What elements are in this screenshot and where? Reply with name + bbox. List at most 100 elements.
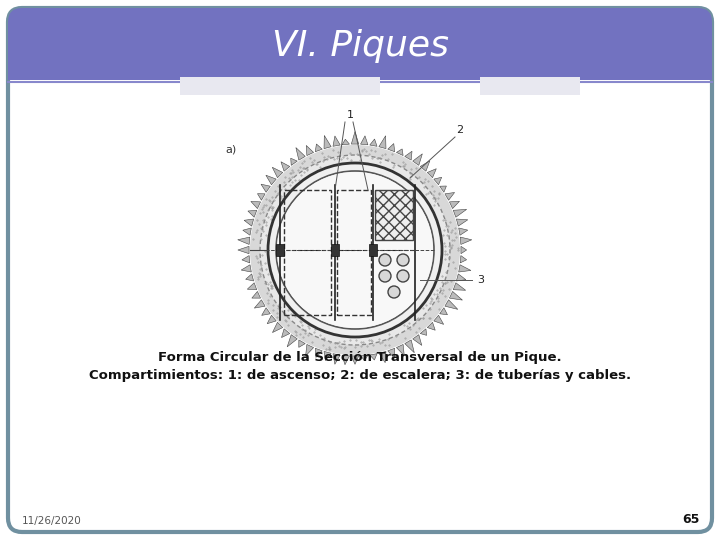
Polygon shape	[315, 144, 323, 152]
Polygon shape	[445, 300, 458, 309]
Polygon shape	[342, 355, 349, 364]
Polygon shape	[248, 210, 257, 217]
Polygon shape	[413, 154, 423, 165]
Polygon shape	[261, 184, 270, 192]
Polygon shape	[461, 246, 467, 254]
Polygon shape	[361, 355, 368, 361]
Polygon shape	[420, 329, 427, 335]
Polygon shape	[405, 151, 412, 160]
Circle shape	[388, 286, 400, 298]
Text: a): a)	[225, 145, 236, 155]
Polygon shape	[397, 149, 403, 156]
Bar	[284, 190, 331, 315]
Polygon shape	[324, 136, 331, 148]
Polygon shape	[433, 177, 441, 185]
Polygon shape	[252, 292, 261, 298]
Polygon shape	[361, 136, 368, 145]
Polygon shape	[254, 300, 265, 308]
Polygon shape	[420, 161, 430, 171]
Polygon shape	[281, 162, 289, 171]
FancyBboxPatch shape	[8, 8, 712, 532]
Bar	[480, 77, 580, 95]
Polygon shape	[413, 335, 422, 346]
Polygon shape	[243, 228, 251, 235]
Circle shape	[250, 145, 460, 355]
Polygon shape	[379, 136, 386, 148]
Polygon shape	[370, 354, 377, 360]
Polygon shape	[449, 201, 459, 208]
Polygon shape	[305, 345, 314, 356]
Polygon shape	[238, 246, 249, 254]
Polygon shape	[267, 315, 276, 323]
Polygon shape	[445, 192, 454, 200]
Polygon shape	[299, 340, 305, 347]
FancyBboxPatch shape	[8, 8, 712, 80]
Polygon shape	[440, 186, 446, 192]
Polygon shape	[370, 139, 377, 146]
Bar	[369, 244, 377, 256]
Polygon shape	[427, 322, 435, 330]
Polygon shape	[282, 329, 289, 338]
Polygon shape	[324, 352, 331, 361]
Circle shape	[397, 254, 409, 266]
Circle shape	[238, 133, 472, 367]
Polygon shape	[251, 201, 261, 208]
Polygon shape	[433, 315, 444, 325]
Circle shape	[379, 270, 391, 282]
Polygon shape	[351, 356, 359, 364]
Bar	[337, 190, 371, 315]
Polygon shape	[379, 352, 386, 363]
Bar	[180, 77, 380, 95]
Polygon shape	[449, 292, 462, 300]
Polygon shape	[456, 274, 466, 281]
Polygon shape	[397, 345, 404, 356]
Circle shape	[277, 172, 433, 328]
Text: 2: 2	[456, 125, 464, 135]
Polygon shape	[258, 194, 265, 200]
Circle shape	[276, 171, 434, 329]
Polygon shape	[244, 219, 253, 226]
Polygon shape	[456, 219, 468, 226]
Polygon shape	[241, 265, 251, 272]
Polygon shape	[247, 283, 257, 289]
Polygon shape	[315, 348, 323, 357]
Polygon shape	[266, 175, 276, 185]
Text: 65: 65	[683, 513, 700, 526]
Circle shape	[260, 155, 450, 345]
Polygon shape	[333, 354, 341, 364]
Polygon shape	[296, 147, 305, 160]
Bar	[8, 40, 712, 80]
Text: Compartimientos: 1: de ascenso; 2: de escalera; 3: de tuberías y cables.: Compartimientos: 1: de ascenso; 2: de es…	[89, 368, 631, 381]
Polygon shape	[306, 145, 314, 156]
Bar	[276, 244, 284, 256]
Polygon shape	[454, 210, 467, 217]
Polygon shape	[459, 265, 471, 272]
Circle shape	[397, 270, 409, 282]
Text: 11/26/2020: 11/26/2020	[22, 516, 82, 526]
Polygon shape	[342, 139, 349, 145]
Polygon shape	[427, 168, 436, 178]
Text: 1: 1	[346, 110, 354, 120]
Polygon shape	[460, 237, 472, 245]
Polygon shape	[440, 308, 447, 315]
Bar	[375, 190, 413, 240]
Polygon shape	[459, 228, 468, 235]
Polygon shape	[405, 340, 414, 353]
Circle shape	[268, 163, 442, 337]
Polygon shape	[242, 255, 250, 263]
Polygon shape	[454, 283, 466, 291]
Text: 3: 3	[477, 275, 484, 285]
Polygon shape	[261, 308, 270, 315]
Circle shape	[379, 254, 391, 266]
Polygon shape	[287, 335, 297, 347]
Polygon shape	[272, 322, 283, 333]
Polygon shape	[333, 136, 341, 146]
Polygon shape	[272, 167, 283, 178]
Polygon shape	[238, 237, 250, 245]
Polygon shape	[351, 132, 359, 144]
Bar	[331, 244, 339, 256]
Polygon shape	[246, 274, 253, 281]
Text: Forma Circular de la Sección Transversal de un Pique.: Forma Circular de la Sección Transversal…	[158, 352, 562, 365]
Text: VI. Piques: VI. Piques	[271, 29, 449, 63]
Polygon shape	[388, 144, 395, 152]
